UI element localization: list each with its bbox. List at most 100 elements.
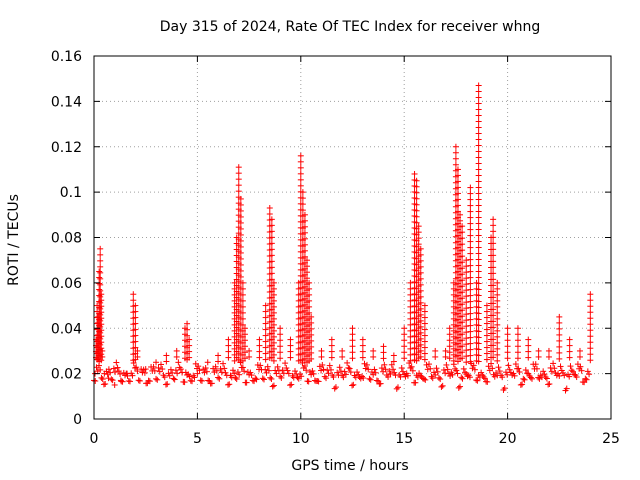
baseline-point: [371, 366, 378, 373]
data-point-fill: [475, 214, 482, 221]
baseline-point: [435, 374, 442, 381]
data-point-fill: [225, 354, 232, 361]
baseline-point: [198, 377, 205, 384]
baseline-point: [377, 380, 384, 387]
data-point-fill: [463, 353, 470, 360]
data-point-fill: [417, 341, 424, 348]
data-point-fill: [262, 350, 269, 357]
data-point-fill: [246, 353, 253, 360]
baseline-point: [252, 375, 259, 382]
data-point-fill: [475, 352, 482, 359]
baseline-point: [541, 371, 548, 378]
data-point-fill: [467, 280, 474, 287]
data-point-fill: [301, 247, 308, 254]
data-point-fill: [467, 286, 474, 293]
data-point-fill: [467, 334, 474, 341]
data-point: [239, 279, 246, 286]
y-tick-label: 0.16: [51, 49, 82, 65]
data-point-fill: [467, 244, 474, 251]
y-axis-title: ROTI / TECUs: [6, 194, 22, 286]
data-point-fill: [463, 335, 470, 342]
data-point-fill: [184, 332, 191, 339]
data-point-fill: [463, 341, 470, 348]
data-point-fill: [97, 335, 104, 342]
baseline-point: [529, 375, 536, 382]
baseline-point: [282, 360, 289, 367]
data-point: [339, 347, 346, 354]
data-point-fill: [494, 297, 501, 304]
baseline-point: [105, 366, 112, 373]
data-point-fill: [475, 316, 482, 323]
data-point-fill: [587, 321, 594, 328]
baseline-point: [205, 377, 212, 384]
data-point-fill: [262, 308, 269, 315]
baseline-point: [301, 363, 308, 370]
data-point-fill: [475, 286, 482, 293]
data-point-fill: [459, 229, 466, 236]
baseline-point: [305, 378, 312, 385]
data-point-fill: [454, 178, 461, 185]
data-point-fill: [413, 183, 420, 190]
data-point-fill: [97, 299, 104, 306]
baseline-point: [202, 365, 209, 372]
data-point-fill: [301, 235, 308, 242]
data-point-fill: [241, 349, 248, 356]
data-point-fill: [401, 337, 408, 344]
data-point-fill: [459, 301, 466, 308]
data-point-fill: [235, 188, 242, 195]
baseline-point: [573, 374, 580, 381]
data-point-fill: [98, 321, 105, 328]
data-point-fill: [459, 283, 466, 290]
data-point-fill: [442, 353, 449, 360]
data-point-fill: [463, 347, 470, 354]
data-point-fill: [413, 201, 420, 208]
baseline-point: [277, 373, 284, 380]
data-point-fill: [556, 331, 563, 338]
data-point-fill: [556, 325, 563, 332]
data-point: [237, 195, 244, 202]
data-point-fill: [494, 333, 501, 340]
data-point-fill: [407, 339, 414, 346]
baseline-point: [363, 361, 370, 368]
data-point-fill: [475, 178, 482, 185]
data-point-fill: [467, 256, 474, 263]
baseline-point: [203, 368, 210, 375]
data-point-fill: [504, 343, 511, 350]
data-point-fill: [417, 305, 424, 312]
baseline-point: [265, 367, 272, 374]
data-point-fill: [421, 326, 428, 333]
data-point-fill: [490, 318, 497, 325]
baseline-point: [99, 376, 106, 383]
data-point-fill: [417, 299, 424, 306]
data-point-fill: [256, 348, 263, 355]
data-point-fill: [277, 343, 284, 350]
data-point: [134, 347, 141, 354]
baseline-point: [568, 367, 575, 374]
baseline-point: [551, 365, 558, 372]
data-point-fill: [173, 353, 180, 360]
data-point-fill: [349, 331, 356, 338]
data-point-fill: [446, 343, 453, 350]
data-point-fill: [98, 345, 105, 352]
data-point-fill: [270, 327, 277, 334]
data-point-fill: [297, 164, 304, 171]
baseline-point: [473, 377, 480, 384]
data-point-fill: [475, 94, 482, 101]
baseline-point: [216, 375, 223, 382]
y-tick-label: 0.04: [51, 321, 82, 337]
data-point: [467, 184, 474, 191]
baseline-point: [349, 382, 356, 389]
baseline-point: [550, 360, 557, 367]
data-point-fill: [96, 286, 103, 293]
data-point-fill: [454, 172, 461, 179]
data-point-fill: [514, 355, 521, 362]
baseline-point: [378, 365, 385, 372]
baseline-point: [92, 377, 99, 384]
data-point: [463, 257, 470, 264]
baseline-point: [350, 381, 357, 388]
data-point-fill: [262, 320, 269, 327]
data-point-fill: [97, 287, 104, 294]
y-axis: 0 0.02 0.04 0.06 0.08 0.1 0.12 0.14 0.16: [51, 49, 611, 428]
data-point-fill: [587, 303, 594, 310]
data-point-fill: [417, 275, 424, 282]
